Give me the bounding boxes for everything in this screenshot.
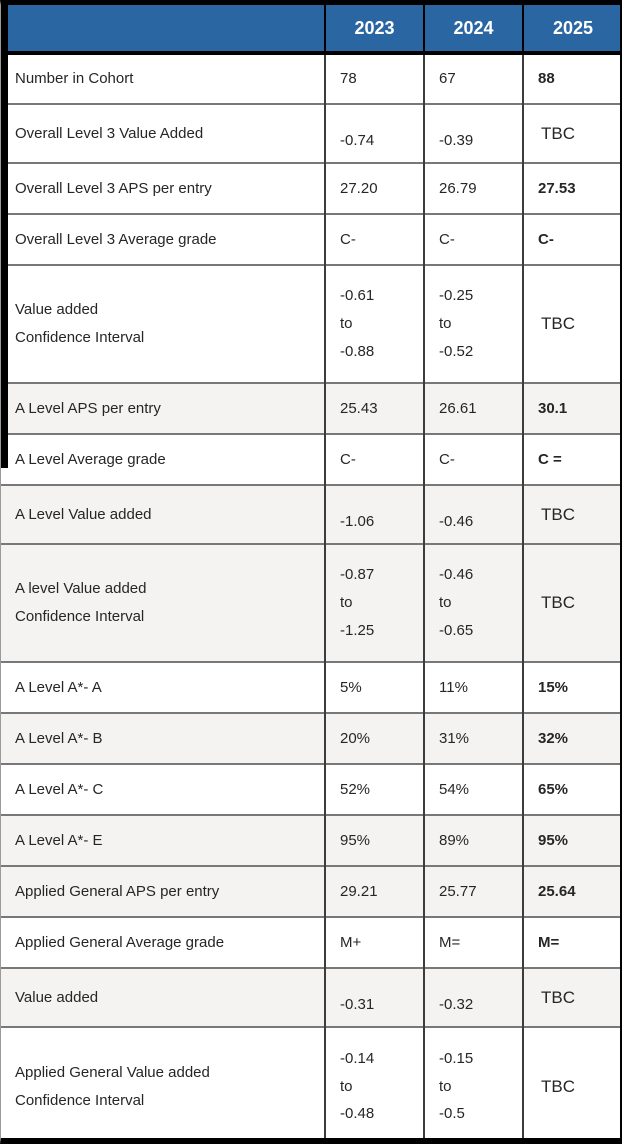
table-row: A Level APS per entry 25.43 26.61 30.1 bbox=[1, 382, 620, 434]
cell-2023-row15: M+ bbox=[324, 916, 424, 968]
cell-2025-row2: TBC bbox=[522, 103, 620, 163]
cell-2025-row3: 27.53 bbox=[522, 162, 620, 214]
row-label: Overall Level 3 Value Added bbox=[1, 103, 325, 163]
cell-2024-row6: 26.61 bbox=[423, 382, 523, 434]
cell-2023-row7: C- bbox=[324, 433, 424, 485]
header-year-2025: 2025 bbox=[522, 5, 620, 55]
cell-2023-row5: -0.61 to -0.88 bbox=[324, 264, 424, 383]
row-label: Value added bbox=[1, 967, 325, 1027]
row-label: A Level Average grade bbox=[1, 433, 325, 485]
cell-2023-row16: -0.31 bbox=[324, 967, 424, 1027]
cell-2023-row13: 95% bbox=[324, 814, 424, 866]
cell-2025-row4: C- bbox=[522, 213, 620, 265]
cell-2024-row4: C- bbox=[423, 213, 523, 265]
cell-2025-row6: 30.1 bbox=[522, 382, 620, 434]
row-label: A Level Value added bbox=[1, 484, 325, 544]
cell-2023-row1: 78 bbox=[324, 52, 424, 104]
row-label: A level Value added Confidence Interval bbox=[1, 543, 325, 662]
table-row: Applied General Value added Confidence I… bbox=[1, 1026, 620, 1138]
cell-2025-row5: TBC bbox=[522, 264, 620, 383]
cell-2025-row13: 95% bbox=[522, 814, 620, 866]
cell-2024-row15: M= bbox=[423, 916, 523, 968]
table-row: Applied General APS per entry 29.21 25.77 2… bbox=[1, 865, 620, 917]
cell-2024-row1: 67 bbox=[423, 52, 523, 104]
table-row: A Level Average grade C- C- C = bbox=[1, 433, 620, 485]
cell-2023-row11: 20% bbox=[324, 712, 424, 764]
left-border-accent bbox=[1, 5, 8, 468]
cell-2025-row7: C = bbox=[522, 433, 620, 485]
cell-2024-row3: 26.79 bbox=[423, 162, 523, 214]
cell-2025-row16: TBC bbox=[522, 967, 620, 1027]
cell-2025-row1: 88 bbox=[522, 52, 620, 104]
header-year-2024: 2024 bbox=[423, 5, 523, 55]
table-row: Overall Level 3 Average grade C- C- C- bbox=[1, 213, 620, 265]
cell-2025-row15: M= bbox=[522, 916, 620, 968]
table-row: A Level A*- C 52% 54% 65% bbox=[1, 763, 620, 815]
cell-2024-row9: -0.46 to -0.65 bbox=[423, 543, 523, 662]
cell-2024-row7: C- bbox=[423, 433, 523, 485]
row-label: Applied General Average grade bbox=[1, 916, 325, 968]
header-year-2023: 2023 bbox=[324, 5, 424, 55]
row-label: Value added Confidence Interval bbox=[1, 264, 325, 383]
cell-2023-row3: 27.20 bbox=[324, 162, 424, 214]
row-label: A Level A*- B bbox=[1, 712, 325, 764]
cell-2024-row11: 31% bbox=[423, 712, 523, 764]
cell-2023-row10: 5% bbox=[324, 661, 424, 713]
row-label: Overall Level 3 Average grade bbox=[1, 213, 325, 265]
cell-2024-row16: -0.32 bbox=[423, 967, 523, 1027]
table-row: Overall Level 3 Value Added -0.74 -0.39 TBC bbox=[1, 103, 620, 163]
cell-2023-row12: 52% bbox=[324, 763, 424, 815]
row-label: Applied General Value added Confidence I… bbox=[1, 1026, 325, 1138]
cell-2024-row10: 11% bbox=[423, 661, 523, 713]
cell-2023-row14: 29.21 bbox=[324, 865, 424, 917]
row-label: A Level APS per entry bbox=[1, 382, 325, 434]
results-table: 2023 2024 2025 Number in Cohort 78 67 88 Ove… bbox=[1, 5, 620, 1138]
cell-2024-row17: -0.15 to -0.5 bbox=[423, 1026, 523, 1138]
row-label: A Level A*- C bbox=[1, 763, 325, 815]
cell-2023-row6: 25.43 bbox=[324, 382, 424, 434]
header-row: 2023 2024 2025 bbox=[1, 5, 620, 55]
cell-2025-row11: 32% bbox=[522, 712, 620, 764]
row-label: Applied General APS per entry bbox=[1, 865, 325, 917]
row-label: Overall Level 3 APS per entry bbox=[1, 162, 325, 214]
cell-2025-row14: 25.64 bbox=[522, 865, 620, 917]
cell-2025-row12: 65% bbox=[522, 763, 620, 815]
cell-2024-row5: -0.25 to -0.52 bbox=[423, 264, 523, 383]
table-row: A Level Value added -1.06 -0.46 TBC bbox=[1, 484, 620, 544]
table-row: A Level A*- B 20% 31% 32% bbox=[1, 712, 620, 764]
cell-2024-row12: 54% bbox=[423, 763, 523, 815]
row-label: Number in Cohort bbox=[1, 52, 325, 104]
table-row: Value added -0.31 -0.32 TBC bbox=[1, 967, 620, 1027]
table-row: Value added Confidence Interval -0.61 to … bbox=[1, 264, 620, 383]
cell-2025-row8: TBC bbox=[522, 484, 620, 544]
cell-2025-row9: TBC bbox=[522, 543, 620, 662]
cell-2024-row2: -0.39 bbox=[423, 103, 523, 163]
header-empty-cell bbox=[1, 5, 325, 55]
table-row: Applied General Average grade M+ M= M= bbox=[1, 916, 620, 968]
table-row: Overall Level 3 APS per entry 27.20 26.79 2… bbox=[1, 162, 620, 214]
cell-2023-row2: -0.74 bbox=[324, 103, 424, 163]
table-row: Number in Cohort 78 67 88 bbox=[1, 52, 620, 104]
cell-2025-row17: TBC bbox=[522, 1026, 620, 1138]
cell-2025-row10: 15% bbox=[522, 661, 620, 713]
row-label: A Level A*- E bbox=[1, 814, 325, 866]
cell-2023-row8: -1.06 bbox=[324, 484, 424, 544]
cell-2024-row13: 89% bbox=[423, 814, 523, 866]
results-table-body: Number in Cohort 78 67 88 Overall Level 3 Va… bbox=[1, 52, 620, 1138]
table-row: A level Value added Confidence Interval -… bbox=[1, 543, 620, 662]
cell-2024-row8: -0.46 bbox=[423, 484, 523, 544]
row-label: A Level A*- A bbox=[1, 661, 325, 713]
cell-2023-row17: -0.14 to -0.48 bbox=[324, 1026, 424, 1138]
cell-2023-row4: C- bbox=[324, 213, 424, 265]
cell-2024-row14: 25.77 bbox=[423, 865, 523, 917]
table-row: A Level A*- E 95% 89% 95% bbox=[1, 814, 620, 866]
table-row: A Level A*- A 5% 11% 15% bbox=[1, 661, 620, 713]
cell-2023-row9: -0.87 to -1.25 bbox=[324, 543, 424, 662]
